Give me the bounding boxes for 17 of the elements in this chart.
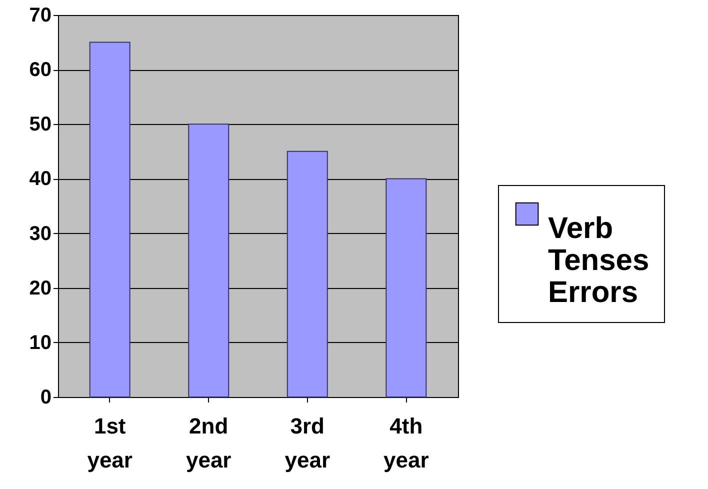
- bar: [188, 124, 230, 398]
- bar: [386, 178, 427, 398]
- bar: [89, 42, 130, 398]
- legend-label: Verb Tenses Errors: [548, 212, 650, 309]
- y-tick-label: 40: [29, 168, 52, 190]
- bar: [286, 150, 328, 398]
- y-tick-label: 0: [40, 386, 52, 408]
- y-tick-label: 70: [29, 4, 52, 26]
- x-tick-label: 3rd year: [284, 414, 330, 472]
- x-tick-label: 4th year: [384, 414, 430, 472]
- y-tick-label: 60: [29, 59, 52, 82]
- y-tick-label: 30: [29, 222, 52, 245]
- x-tick-label: 2nd year: [186, 414, 232, 472]
- y-tick-label: 10: [29, 332, 52, 354]
- y-tick-label: 20: [29, 277, 52, 300]
- y-tick-label: 50: [29, 114, 52, 136]
- x-tick-label: 1st year: [87, 414, 133, 472]
